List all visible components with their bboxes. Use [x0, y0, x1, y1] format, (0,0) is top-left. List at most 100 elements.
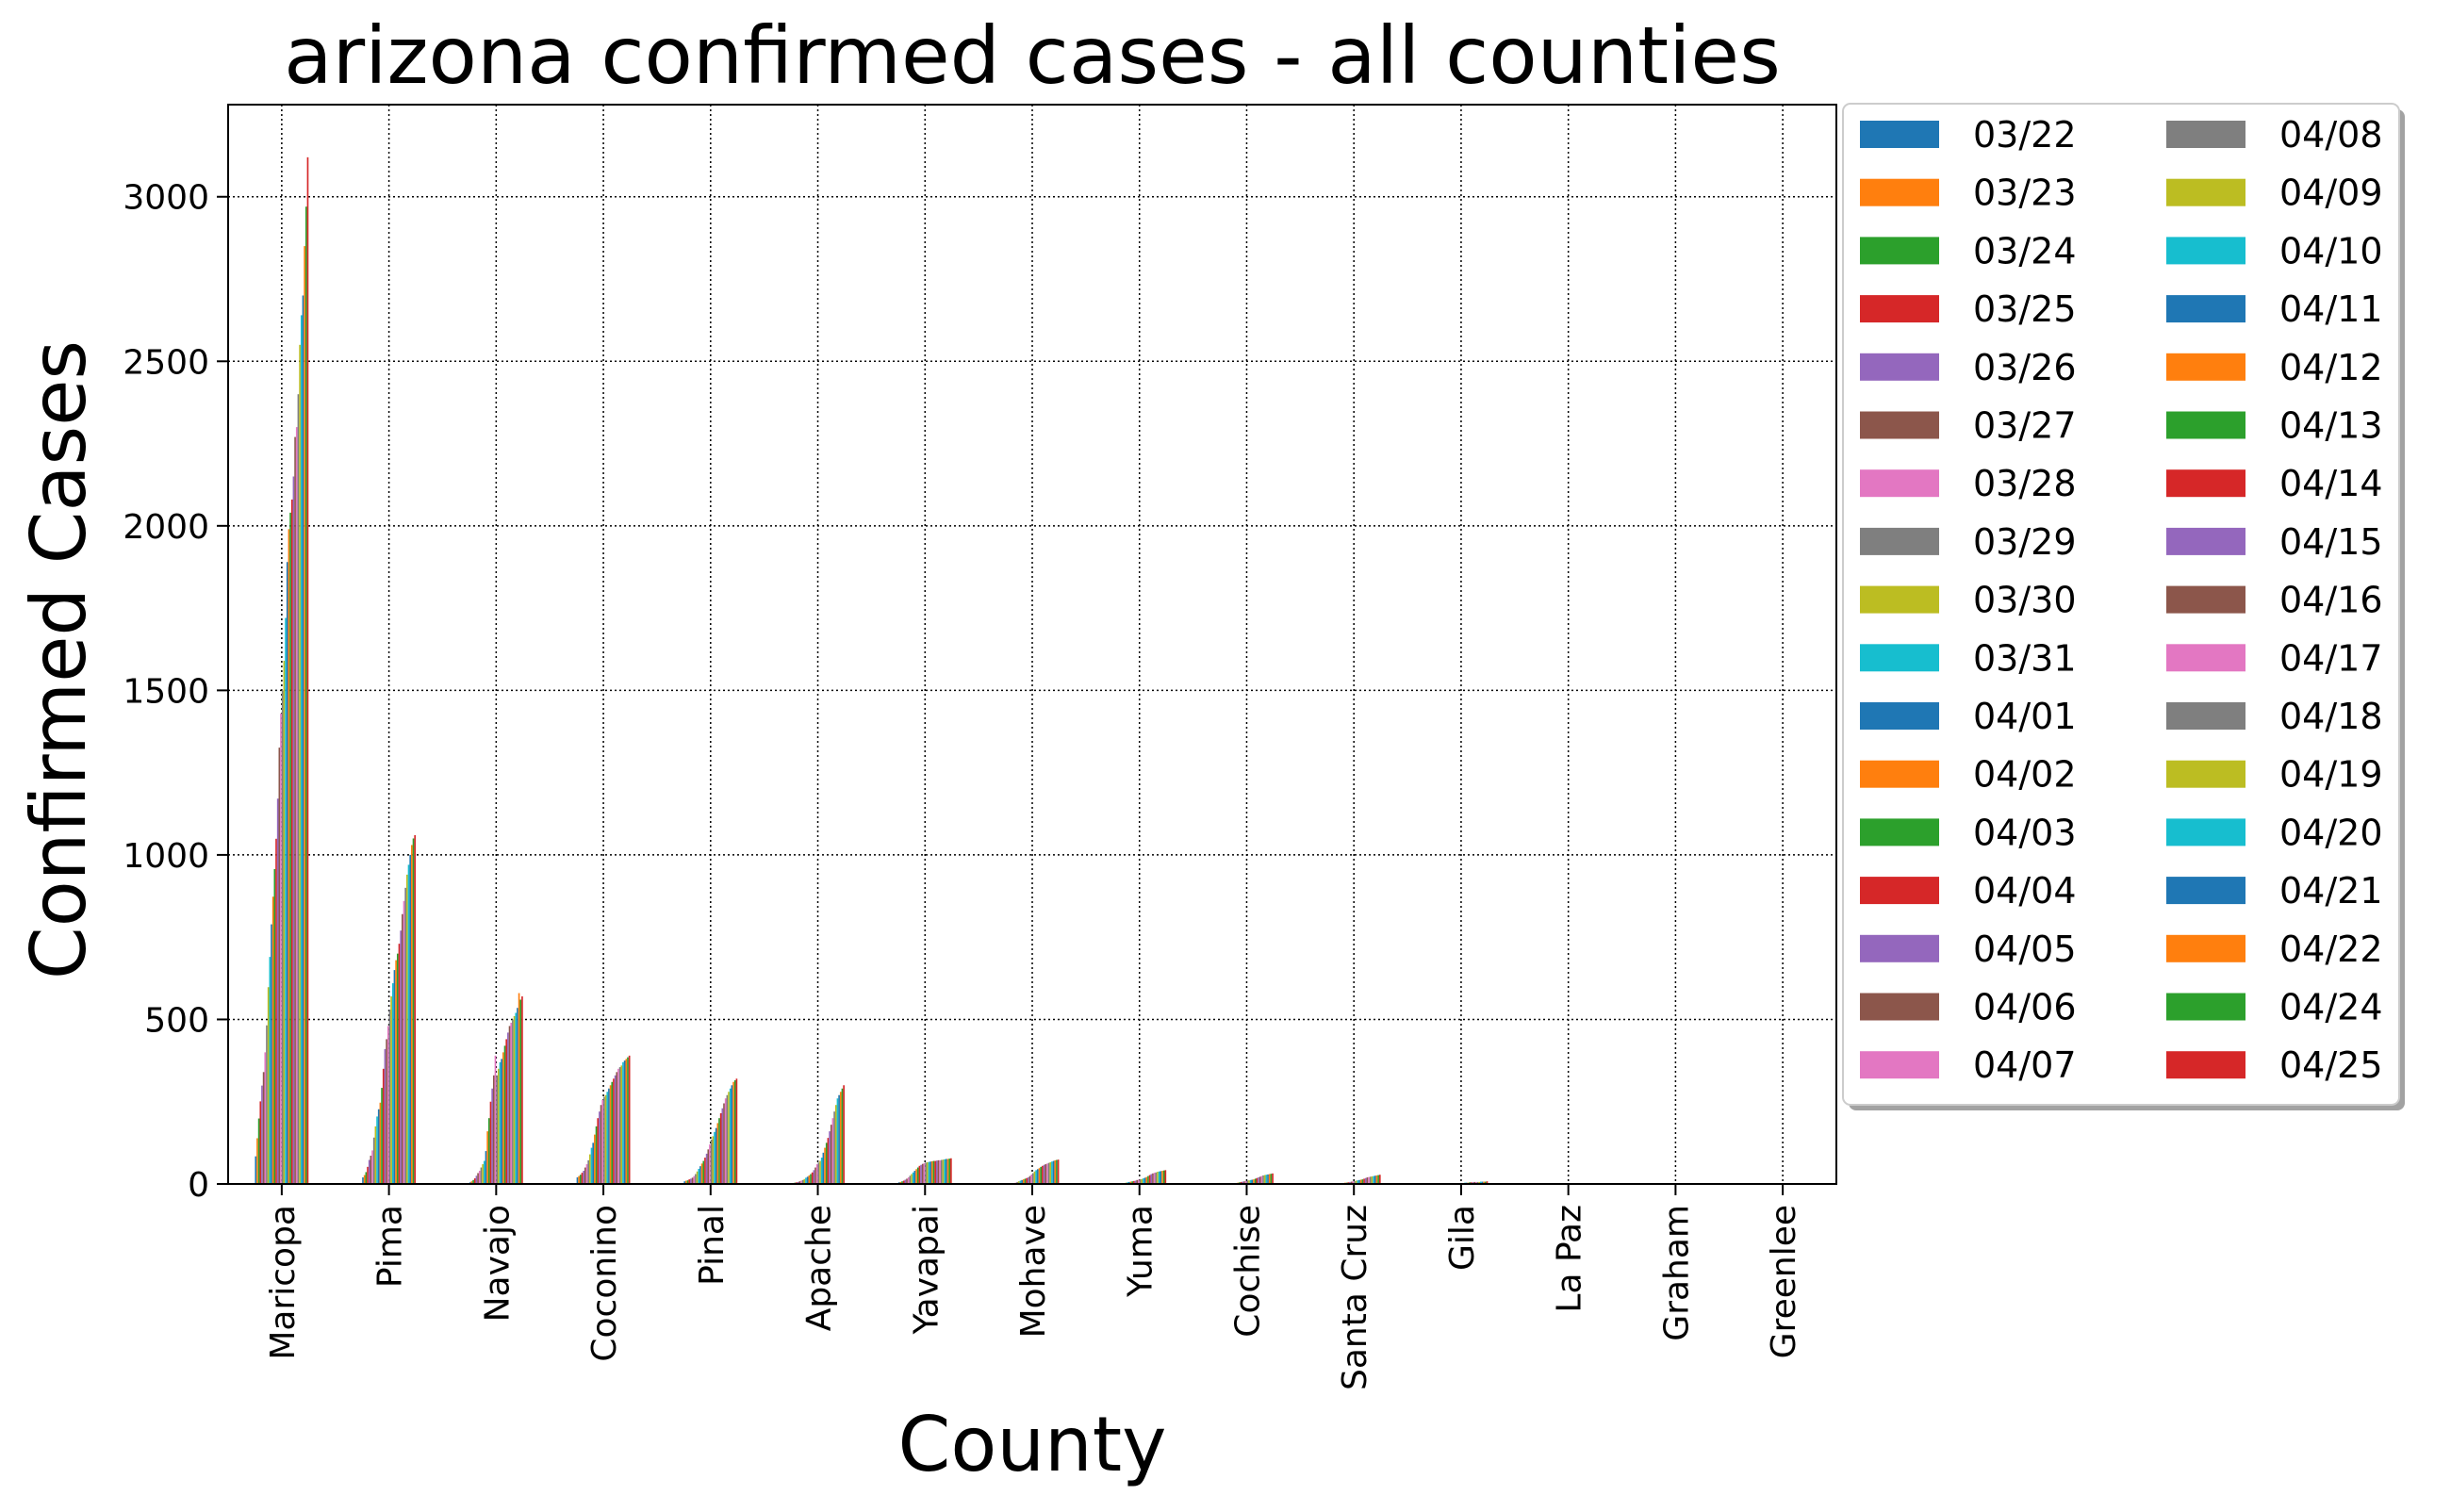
bar: [289, 513, 291, 1184]
bar: [1377, 1175, 1379, 1184]
bar: [596, 1126, 598, 1184]
bar: [837, 1098, 839, 1184]
bar: [373, 1138, 375, 1184]
bar: [577, 1177, 579, 1184]
bar: [275, 839, 277, 1184]
legend-label: 03/27: [1973, 405, 2077, 447]
bar: [370, 1156, 372, 1184]
legend-label: 04/09: [2279, 173, 2383, 214]
bar: [944, 1159, 946, 1184]
bar: [914, 1171, 916, 1184]
bar: [490, 1102, 492, 1184]
bar: [380, 1103, 382, 1184]
legend-label: 04/07: [1973, 1044, 2077, 1086]
bar: [381, 1088, 383, 1184]
bar: [941, 1160, 943, 1184]
bar: [305, 206, 307, 1184]
bar: [274, 869, 276, 1184]
bar: [504, 1045, 506, 1184]
bar: [701, 1163, 703, 1184]
bar: [611, 1082, 613, 1184]
x-tick-label: Apache: [800, 1205, 839, 1331]
bar: [279, 748, 281, 1184]
bar: [838, 1095, 840, 1184]
bar: [613, 1078, 615, 1184]
grid-lines: [228, 105, 1836, 1184]
legend-swatch: [1860, 586, 1939, 614]
bar: [1045, 1164, 1046, 1184]
bar: [1368, 1177, 1370, 1184]
bar: [385, 1049, 387, 1184]
bar: [831, 1125, 832, 1184]
bar: [390, 996, 392, 1184]
bar: [1376, 1175, 1378, 1184]
x-axis-label: County: [898, 1401, 1167, 1488]
bar: [367, 1167, 369, 1184]
bar: [718, 1118, 720, 1184]
bar: [698, 1169, 699, 1184]
bar: [1372, 1176, 1374, 1184]
bar: [298, 394, 300, 1184]
bar: [948, 1159, 950, 1184]
bar: [931, 1161, 933, 1184]
bar: [414, 835, 416, 1184]
bar: [599, 1111, 600, 1184]
bar: [829, 1131, 831, 1184]
legend-swatch: [1860, 877, 1939, 904]
bar: [477, 1173, 479, 1184]
legend-swatch: [2166, 179, 2245, 206]
x-tick-label: Greenlee: [1765, 1205, 1803, 1358]
bar: [491, 1089, 493, 1184]
bar: [1035, 1170, 1037, 1184]
bar: [843, 1085, 845, 1184]
legend-label: 04/17: [2279, 637, 2383, 679]
bar: [582, 1173, 584, 1184]
bar: [293, 476, 295, 1184]
bar: [578, 1176, 580, 1184]
bar: [389, 1010, 391, 1184]
legend-label: 04/05: [1973, 929, 2077, 970]
bar: [910, 1175, 912, 1184]
legend-label: 03/24: [1973, 230, 2077, 271]
bar: [947, 1159, 949, 1184]
bar: [476, 1175, 478, 1184]
bar: [1258, 1177, 1259, 1184]
bar: [1039, 1168, 1041, 1184]
legend-swatch: [1860, 994, 1939, 1021]
legend-swatch: [1860, 1051, 1939, 1078]
bar: [277, 798, 279, 1184]
bar: [1032, 1173, 1034, 1184]
bar: [362, 1177, 364, 1184]
bar: [920, 1165, 922, 1184]
bar: [816, 1164, 818, 1184]
bar: [488, 1118, 490, 1184]
bar: [299, 345, 301, 1184]
bar: [622, 1062, 624, 1184]
bar: [261, 1086, 263, 1184]
bar: [1147, 1176, 1149, 1184]
bar: [495, 1056, 497, 1184]
bar: [1044, 1165, 1045, 1184]
legend-label: 04/14: [2279, 463, 2383, 504]
bar: [1037, 1169, 1039, 1184]
bar: [282, 690, 284, 1184]
bar: [400, 930, 402, 1184]
bar: [605, 1095, 607, 1184]
bar: [366, 1172, 368, 1184]
legend-label: 03/23: [1973, 173, 2077, 214]
bar: [387, 1026, 389, 1184]
bar: [600, 1105, 602, 1184]
bar: [1150, 1175, 1152, 1184]
bar: [521, 996, 523, 1184]
legend-label: 03/26: [1973, 347, 2077, 388]
bar: [486, 1131, 488, 1184]
bar: [730, 1089, 732, 1184]
bar: [619, 1067, 621, 1184]
bar: [736, 1078, 738, 1184]
x-tick-label: Yavapai: [907, 1205, 946, 1335]
bar: [256, 1138, 258, 1184]
bar: [512, 1019, 514, 1184]
bar: [714, 1132, 716, 1184]
legend-label: 04/11: [2279, 288, 2383, 330]
